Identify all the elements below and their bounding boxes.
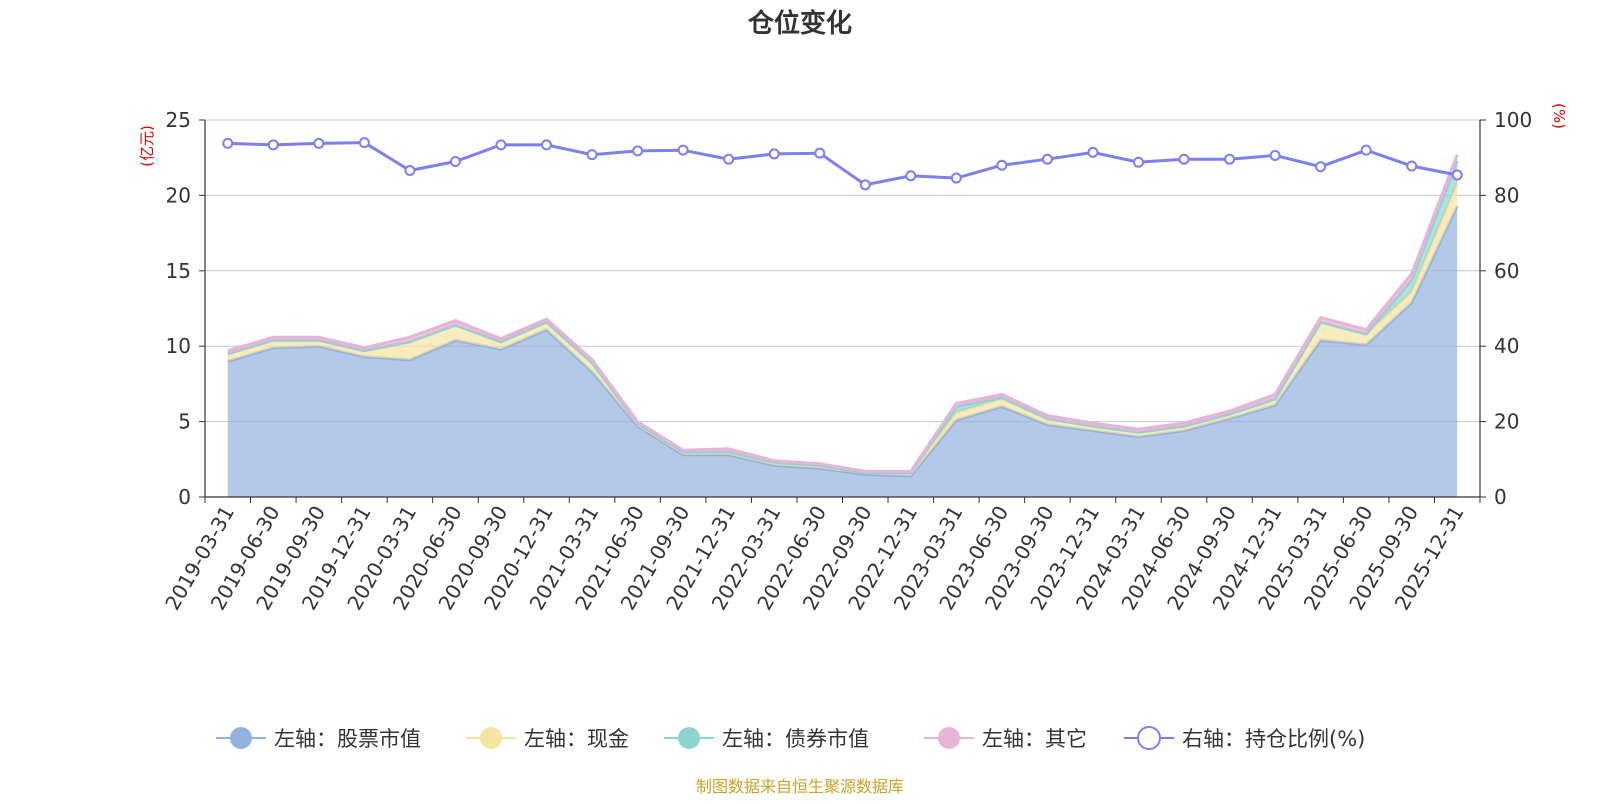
ratio-point: [859, 179, 871, 191]
ratio-point: [1269, 149, 1281, 161]
legend: 左轴：股票市值 左轴：现金 左轴：债券市值 左轴：其它 右轴：持仓比例(%): [216, 726, 1365, 751]
ratio-point: [404, 165, 416, 177]
legend-marker: [480, 727, 502, 749]
legend-label: 左轴：债券市值: [722, 727, 869, 751]
area-edge-左轴：其它: [227, 154, 1459, 473]
ratio-point: [814, 147, 826, 159]
ratio-point: [541, 139, 553, 151]
ratio-point: [632, 145, 644, 157]
ratio-point: [1178, 153, 1190, 165]
ratio-point: [1132, 156, 1144, 168]
left-axis-tick-label: 25: [166, 108, 191, 132]
ratio-point: [950, 172, 962, 184]
ratio-point: [267, 139, 279, 151]
ratio-point: [222, 137, 234, 149]
area-左轴：股票市值: [227, 206, 1458, 497]
left-axis-unit: (亿元): [138, 125, 156, 167]
left-axis-tick-label: 10: [166, 334, 191, 358]
ratio-point: [495, 139, 507, 151]
right-axis-tick-label: 0: [1494, 485, 1507, 509]
legend-label: 左轴：现金: [524, 727, 629, 751]
legend-item: 左轴：其它: [924, 727, 1087, 751]
ratio-point: [723, 153, 735, 165]
ratio-point: [905, 170, 917, 182]
ratio-point: [1360, 144, 1372, 156]
left-axis-tick-label: 0: [178, 485, 191, 509]
right-axis-tick-label: 60: [1494, 259, 1519, 283]
data-source-note: 制图数据来自恒生聚源数据库: [696, 777, 904, 796]
left-axis-tick-label: 20: [166, 183, 191, 207]
right-axis-unit: (%): [1550, 103, 1568, 129]
stacked-areas: [227, 154, 1459, 497]
ratio-point: [358, 137, 370, 149]
ratio-point: [313, 137, 325, 149]
legend-item: 右轴：持仓比例(%): [1124, 726, 1365, 751]
ratio-point: [677, 144, 689, 156]
ratio-point: [1406, 160, 1418, 172]
ratio-point: [449, 155, 461, 167]
ratio-point: [1224, 153, 1236, 165]
right-axis-tick-label: 40: [1494, 334, 1519, 358]
right-axis-tick-label: 100: [1494, 108, 1532, 132]
legend-label: 右轴：持仓比例(%): [1182, 727, 1365, 751]
line-右轴：持仓比例(%): [227, 141, 1458, 187]
ratio-point: [1451, 169, 1463, 181]
right-axis-tick-label: 80: [1494, 183, 1519, 207]
ratio-point: [1087, 146, 1099, 158]
legend-marker: [230, 727, 252, 749]
chart-title: 仓位变化: [747, 8, 852, 39]
ratio-point: [768, 148, 780, 160]
legend-marker: [938, 727, 960, 749]
ratio-point: [996, 159, 1008, 171]
legend-marker: [678, 727, 700, 749]
left-axis-tick-label: 15: [166, 259, 191, 283]
ratio-line: [222, 137, 1463, 191]
legend-item: 左轴：现金: [466, 727, 629, 751]
legend-marker: [1137, 726, 1161, 750]
right-axis-tick-label: 20: [1494, 410, 1519, 434]
ratio-point: [1041, 153, 1053, 165]
legend-item: 左轴：债券市值: [664, 727, 869, 751]
legend-item: 左轴：股票市值: [216, 727, 421, 751]
ratio-point: [1315, 161, 1327, 173]
ratio-point: [586, 149, 598, 161]
left-axis-tick-label: 5: [178, 410, 191, 434]
legend-label: 左轴：股票市值: [274, 727, 421, 751]
legend-label: 左轴：其它: [982, 727, 1087, 751]
